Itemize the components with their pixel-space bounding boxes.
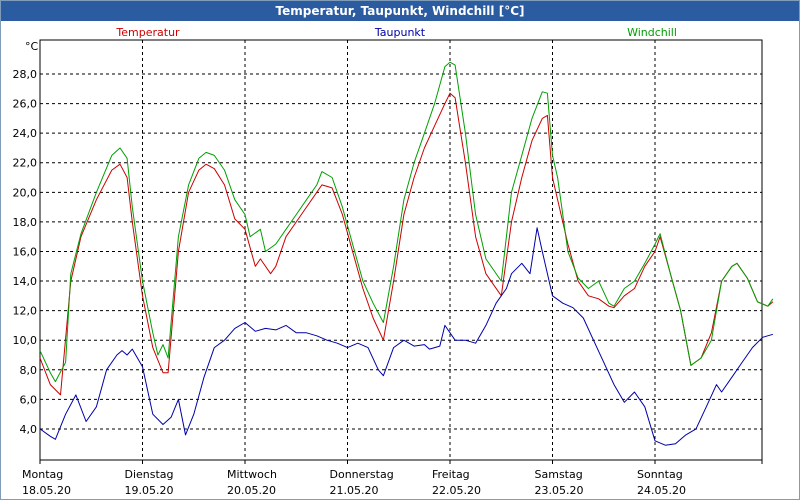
x-tick-date: 24.05.20: [637, 484, 686, 497]
y-tick-label: 16,0: [13, 245, 38, 258]
legend-temperatur: Temperatur: [115, 26, 180, 39]
x-tick-day: Dienstag: [125, 468, 174, 481]
y-tick-label: 22,0: [13, 157, 38, 170]
series-line-taupunkt: [39, 227, 774, 446]
y-tick-label: 20,0: [13, 186, 38, 199]
plot-area: [39, 39, 763, 461]
y-tick-label: 8,0: [20, 364, 38, 377]
x-tick-day: Donnerstag: [330, 468, 394, 481]
x-tick-date: 21.05.20: [330, 484, 379, 497]
y-tick-label: 28,0: [13, 68, 38, 81]
y-tick-label: 24,0: [13, 127, 38, 140]
y-tick-label: 10,0: [13, 334, 38, 347]
x-tick-date: 18.05.20: [22, 484, 71, 497]
x-tick-day: Samstag: [535, 468, 583, 481]
x-tick-date: 23.05.20: [535, 484, 584, 497]
y-tick-label: 18,0: [13, 216, 38, 229]
y-tick-label: 4,0: [20, 423, 38, 436]
legend-taupunkt: Taupunkt: [374, 26, 426, 39]
x-tick-date: 22.05.20: [432, 484, 481, 497]
x-tick-day: Sonntag: [637, 468, 683, 481]
y-tick-label: 26,0: [13, 98, 38, 111]
legend-windchill: Windchill: [627, 26, 677, 39]
x-tick-day: Freitag: [432, 468, 470, 481]
x-tick-day: Mittwoch: [227, 468, 277, 481]
series-line-temperatur: [39, 92, 774, 396]
series-line-windchill: [39, 61, 774, 383]
y-axis-unit: °C: [25, 40, 39, 53]
x-tick-date: 20.05.20: [227, 484, 276, 497]
window-title: Temperatur, Taupunkt, Windchill [°C]: [1, 1, 799, 21]
y-tick-label: 14,0: [13, 275, 38, 288]
y-tick-label: 12,0: [13, 305, 38, 318]
x-tick-date: 19.05.20: [125, 484, 174, 497]
x-tick-day: Montag: [22, 468, 63, 481]
y-tick-label: 6,0: [20, 393, 38, 406]
